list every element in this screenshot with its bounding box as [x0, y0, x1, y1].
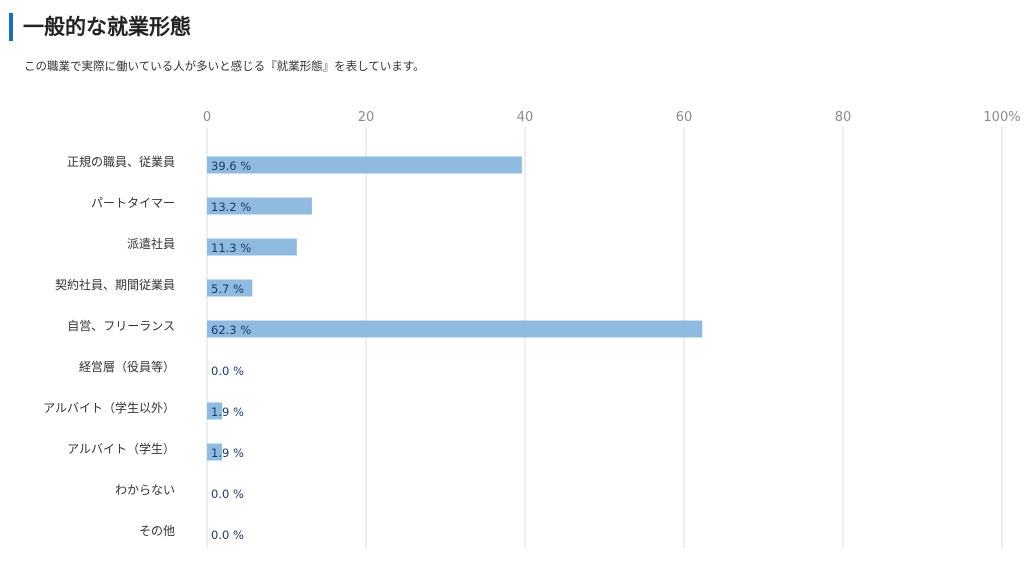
value-label: 0.0 % [211, 487, 244, 501]
value-label: 0.0 % [211, 364, 244, 378]
value-label: 1.9 % [211, 446, 244, 460]
category-label: 正規の職員、従業員 [67, 154, 175, 169]
x-tick-label: 20 [358, 110, 375, 125]
category-label: 自営、フリーランス [67, 319, 175, 333]
page-title: 一般的な就業形態 [9, 13, 191, 41]
category-label: 派遣社員 [127, 236, 175, 251]
category-label: わからない [115, 483, 175, 497]
bar-5 [207, 320, 703, 338]
value-label: 5.7 % [211, 282, 244, 296]
x-tick-label: 40 [517, 110, 534, 125]
page-subtitle: この職業で実際に働いている人が多いと感じる『就業形態』を表しています。 [24, 59, 425, 73]
value-label: 11.3 % [211, 241, 251, 255]
bar-1 [207, 156, 522, 174]
category-label: 契約社員、期間従業員 [55, 277, 175, 292]
bar-8 [207, 443, 223, 461]
x-tick-label: 0 [203, 110, 211, 125]
category-label: 経営層（役員等） [79, 359, 175, 374]
bar-3 [207, 238, 297, 256]
value-label: 62.3 % [211, 323, 251, 337]
bar-7 [207, 402, 223, 420]
value-label: 0.0 % [211, 528, 244, 542]
bar-4 [207, 279, 253, 297]
value-label: 1.9 % [211, 405, 244, 419]
value-label: 39.6 % [211, 159, 251, 173]
x-tick-label: 80 [835, 110, 852, 125]
bar-2 [207, 197, 312, 215]
category-label: パートタイマー [91, 196, 175, 210]
category-label: アルバイト（学生） [67, 441, 175, 456]
x-tick-label: 100% [983, 110, 1020, 125]
category-label: その他 [139, 524, 175, 538]
value-label: 13.2 % [211, 200, 251, 214]
category-label: アルバイト（学生以外） [43, 400, 175, 415]
x-tick-label: 60 [676, 110, 693, 125]
